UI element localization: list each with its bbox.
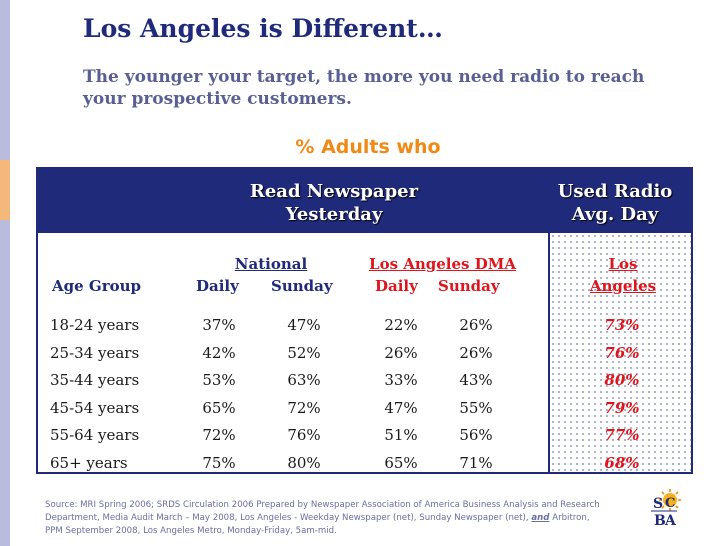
adults-label: % Adults who: [0, 136, 728, 158]
la-radio-cell: 77%: [604, 426, 640, 445]
logo-letter-b: B: [654, 513, 666, 529]
left-stripe-bottom: [0, 220, 10, 546]
age-cell: 35-44 years: [50, 371, 140, 390]
la-sunday-cell: 55%: [459, 398, 493, 417]
la-sunday-cell: 26%: [459, 316, 493, 334]
national-sunday-cell: 47%: [287, 316, 321, 334]
logo-letter-c: C: [665, 496, 675, 511]
la-sunday-cell: 26%: [459, 343, 493, 362]
la-sunday-cell: 43%: [459, 371, 493, 390]
col-header-la-sunday: Sunday: [438, 277, 500, 295]
source-note: Source: MRI Spring 2006; SRDS Circulatio…: [45, 499, 605, 538]
logo-sun-icon: [659, 489, 681, 511]
logo-letter-s: S: [653, 496, 663, 512]
adults-label-text: % Adults who: [295, 136, 441, 158]
age-cell: 45-54 years: [50, 398, 140, 417]
radio-column-background: [548, 233, 691, 472]
national-sunday-cell: 72%: [287, 398, 321, 417]
national-sunday-cell: 63%: [287, 371, 321, 390]
table-row: 18-24 years 37% 47% 22% 26% 73%: [38, 311, 691, 339]
la-daily-cell: 65%: [384, 454, 418, 472]
la-daily-cell: 51%: [384, 426, 418, 445]
col-header-national-daily: Daily: [196, 277, 239, 295]
col-header-national: National: [234, 255, 308, 273]
age-cell: 18-24 years: [50, 316, 140, 334]
la-daily-cell: 47%: [384, 398, 418, 417]
source-text-2: Arbitron, PPM September 2008, Los Angele…: [45, 513, 590, 536]
logo-letter-a: A: [664, 513, 677, 529]
la-radio-cell: 76%: [604, 343, 640, 362]
col-header-national-sunday: Sunday: [271, 277, 333, 295]
la-sunday-cell: 71%: [459, 454, 493, 472]
national-daily-cell: 42%: [202, 343, 236, 362]
header-used-radio: Used Radio Avg. Day: [557, 181, 673, 225]
national-sunday-cell: 76%: [287, 426, 321, 445]
source-and: and: [531, 513, 550, 523]
table-row: 35-44 years 53% 63% 33% 43% 80%: [38, 366, 691, 394]
la-radio-cell: 80%: [604, 371, 640, 390]
la-daily-cell: 22%: [384, 316, 418, 334]
scba-logo: S C B A: [651, 489, 681, 529]
national-daily-cell: 37%: [202, 316, 236, 334]
la-daily-cell: 33%: [384, 371, 418, 390]
national-sunday-cell: 80%: [287, 454, 321, 472]
age-cell: 55-64 years: [50, 426, 140, 445]
left-stripe-accent: [0, 160, 10, 220]
table-row: 65+ years 75% 80% 65% 71% 68%: [38, 449, 691, 477]
slide-title: Los Angeles is Different…: [83, 14, 443, 43]
data-table: Read Newspaper Yesterday Used Radio Avg.…: [36, 167, 693, 474]
table-row: 55-64 years 72% 76% 51% 56% 77%: [38, 421, 691, 449]
col-header-age-group: Age Group: [52, 277, 142, 295]
header-read-newspaper: Read Newspaper Yesterday: [249, 181, 419, 225]
col-header-los-angeles: Los Angeles: [589, 255, 657, 295]
national-sunday-cell: 52%: [287, 343, 321, 362]
age-cell: 65+ years: [50, 454, 128, 472]
age-cell: 25-34 years: [50, 343, 140, 362]
la-radio-cell: 68%: [604, 454, 640, 472]
left-stripe-top: [0, 0, 10, 160]
national-daily-cell: 72%: [202, 426, 236, 445]
table-row: 25-34 years 42% 52% 26% 26% 76%: [38, 339, 691, 367]
la-sunday-cell: 56%: [459, 426, 493, 445]
la-daily-cell: 26%: [384, 343, 418, 362]
national-daily-cell: 75%: [202, 454, 236, 472]
slide-subtitle: The younger your target, the more you ne…: [83, 67, 645, 109]
la-radio-cell: 79%: [604, 398, 640, 417]
national-daily-cell: 65%: [202, 398, 236, 417]
col-header-la-dma: Los Angeles DMA: [369, 255, 516, 273]
source-text-1: Source: MRI Spring 2006; SRDS Circulatio…: [45, 500, 600, 523]
national-daily-cell: 53%: [202, 371, 236, 390]
table-row: 45-54 years 65% 72% 47% 55% 79%: [38, 394, 691, 422]
col-header-la-daily: Daily: [375, 277, 418, 295]
table-header-band: Read Newspaper Yesterday Used Radio Avg.…: [38, 169, 691, 233]
la-radio-cell: 73%: [604, 316, 640, 334]
